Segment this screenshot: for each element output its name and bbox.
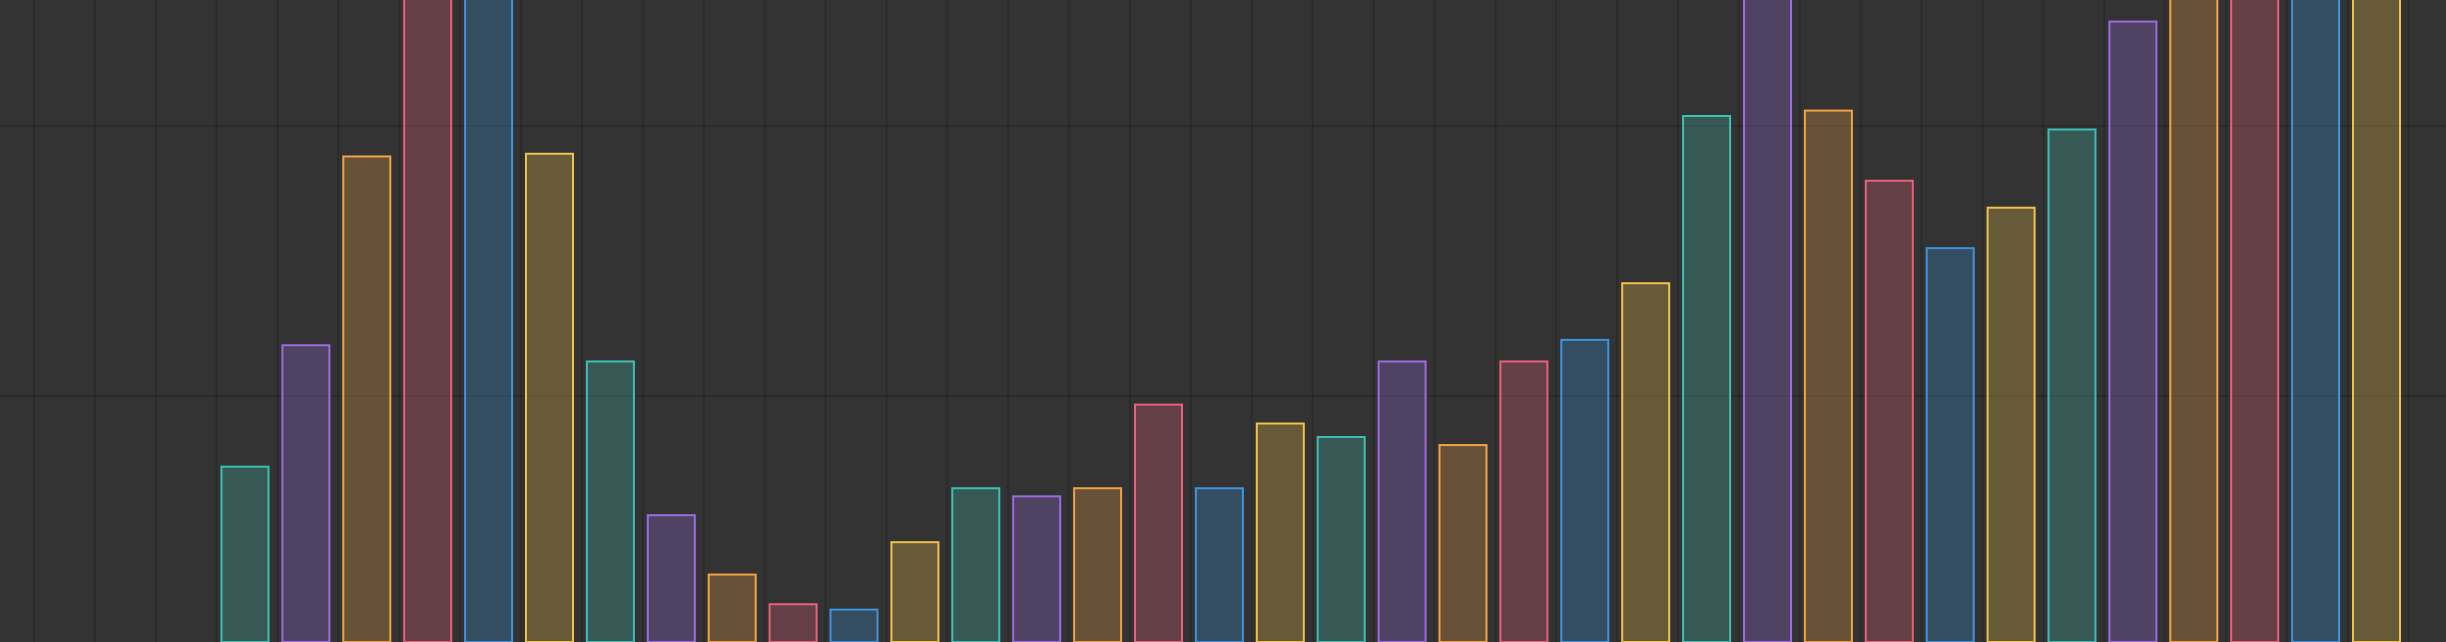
bar — [1134, 403, 1183, 642]
bar — [403, 0, 453, 642]
bar — [281, 344, 331, 642]
bar — [1012, 495, 1062, 642]
bar — [525, 152, 574, 642]
bar — [646, 514, 696, 642]
bar — [1073, 487, 1123, 642]
bar — [2352, 0, 2401, 642]
bar — [829, 608, 879, 642]
bar — [1621, 282, 1671, 642]
bar — [342, 155, 392, 642]
bar — [585, 360, 635, 642]
bar — [1925, 247, 1975, 642]
bar — [2291, 0, 2341, 642]
bar — [220, 465, 270, 642]
bar — [1377, 360, 1427, 642]
bar — [1864, 179, 1914, 642]
bar — [1682, 114, 1732, 642]
bar — [464, 0, 514, 642]
bar — [1255, 422, 1305, 642]
bar — [951, 487, 1001, 642]
bar — [1316, 435, 1366, 642]
bar — [1194, 487, 1244, 642]
bar — [2108, 20, 2158, 642]
bar — [1986, 206, 2036, 642]
bar — [1743, 0, 1792, 642]
bar — [2169, 0, 2219, 642]
bar — [1499, 360, 1549, 642]
bar — [2047, 128, 2097, 642]
bar — [768, 603, 818, 642]
bar — [2230, 0, 2280, 642]
bar — [1560, 338, 1610, 642]
bar — [1438, 444, 1488, 642]
bar — [707, 573, 757, 642]
bar — [1803, 109, 1853, 642]
bar — [890, 541, 940, 642]
